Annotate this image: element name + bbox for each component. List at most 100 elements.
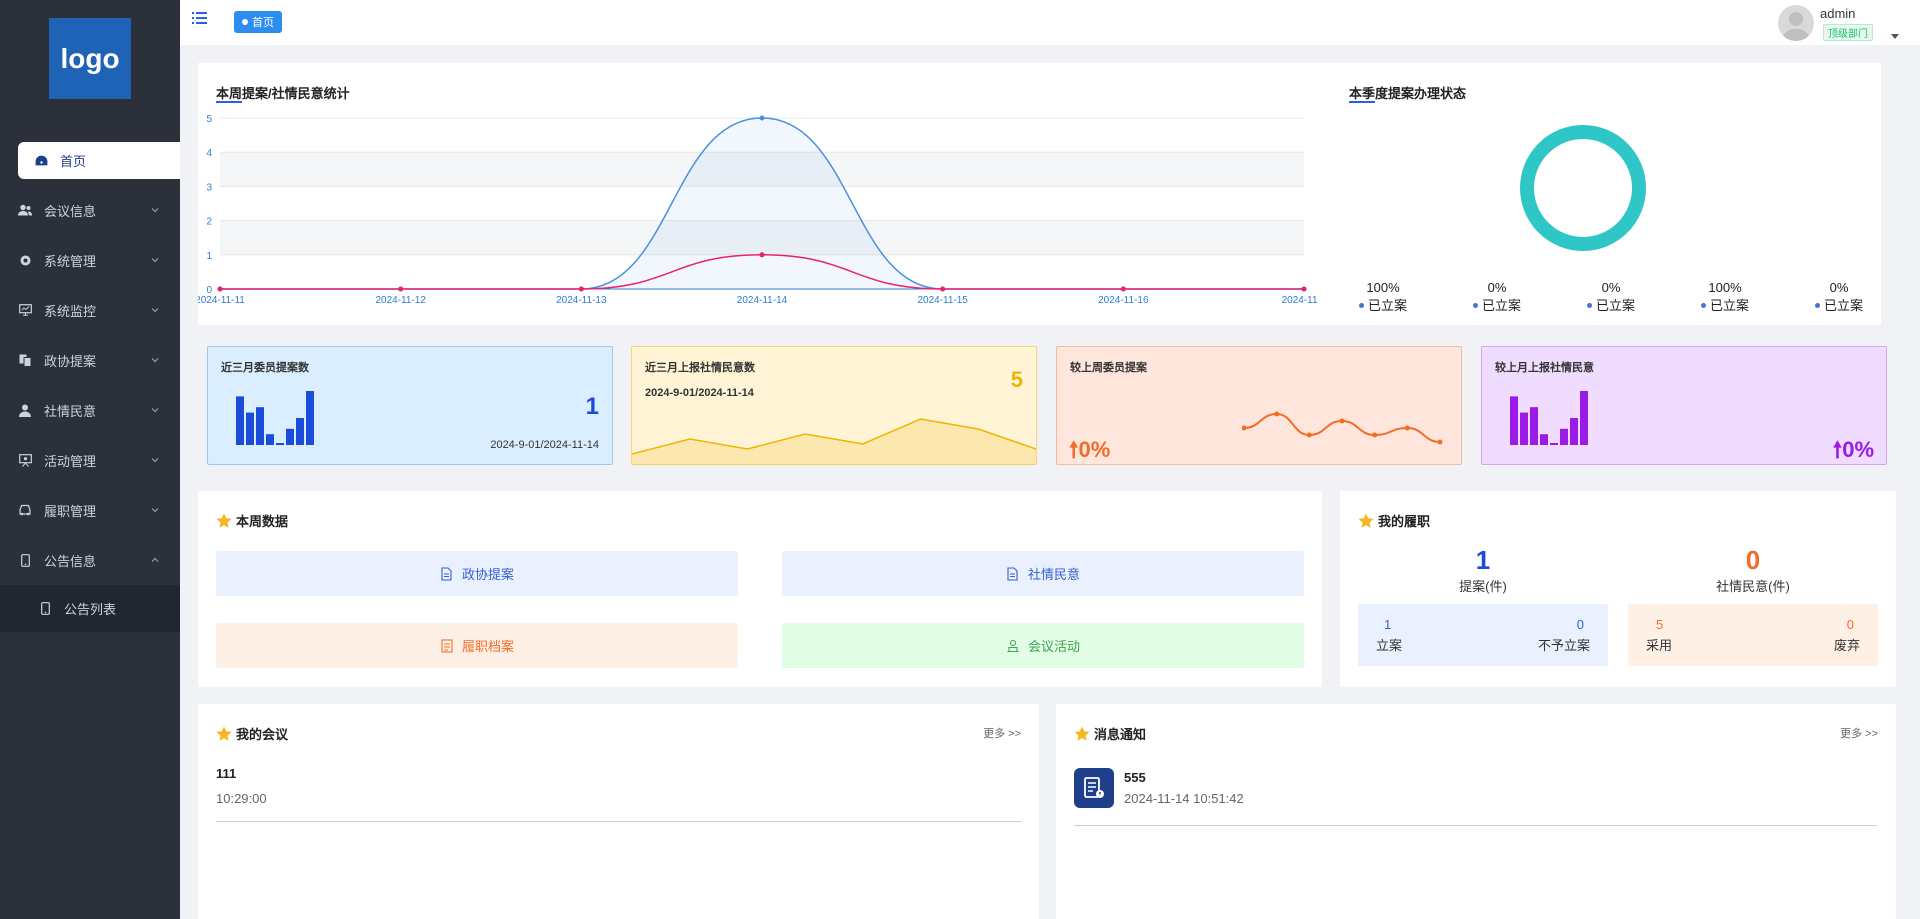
legend-label: 已立案: [1348, 295, 1418, 314]
caret-down-icon[interactable]: [1891, 34, 1899, 40]
quick-link-cppcc-proposals[interactable]: 政协提案: [216, 551, 738, 596]
duty-opinions: 0 社情民意(件): [1628, 545, 1878, 595]
mini-bar: [266, 434, 274, 445]
notice-name: 555: [1124, 770, 1146, 785]
mini-wave-line: [1243, 412, 1441, 443]
legend-dot-icon: [1586, 303, 1592, 308]
opinions-discarded-label: 废弃: [1833, 638, 1860, 653]
mini-area-chart: [632, 418, 1036, 465]
my-meetings-title-text: 我的会议: [236, 727, 289, 742]
sidebar-item-activity-management[interactable]: 活动管理: [0, 435, 180, 485]
stat-card-opinions-3m[interactable]: 近三月上报社情民意数 2024-9-01/2024-11-14 5: [631, 346, 1037, 465]
copy-icon: [18, 353, 32, 367]
y-tick-label: 1: [206, 251, 212, 262]
notices-more-link[interactable]: 更多 >>: [1840, 728, 1878, 740]
mini-area-fill: [632, 419, 1036, 465]
user-name[interactable]: admin: [1820, 6, 1856, 21]
arrow-up-icon: 🠕: [1832, 437, 1843, 462]
archive-icon: [441, 638, 453, 653]
proposals-rejected-value: 0: [1576, 617, 1584, 632]
sidebar-item-duty-management[interactable]: 履职管理: [0, 485, 180, 535]
stat-date-range: 2024-9-01/2024-11-14: [490, 439, 599, 451]
tab-home[interactable]: 首页: [234, 11, 282, 33]
mini-wave-point: [1372, 432, 1378, 438]
legend-percent: 100%: [1708, 280, 1742, 295]
legend-item[interactable]: 0% 已立案: [1462, 280, 1532, 314]
legend-percent: 100%: [1366, 280, 1400, 295]
sidebar-item-label: 系统监控: [44, 303, 97, 319]
sidebar-item-label: 系统管理: [44, 253, 97, 269]
grid-band: [220, 220, 1304, 255]
sidebar-item-label: 政协提案: [44, 353, 97, 369]
star-icon: [216, 513, 232, 528]
sidebar-item-announcements[interactable]: 公告信息: [0, 535, 180, 585]
sidebar-item-label: 公告信息: [44, 553, 97, 569]
series-area: [220, 118, 1304, 289]
avatar[interactable]: [1778, 5, 1814, 41]
stat-card-opinions-month[interactable]: 较上月上报社情民意 🠕0%: [1481, 346, 1887, 465]
meeting-icon: [1007, 639, 1019, 652]
mini-wave-point: [1339, 418, 1345, 424]
mini-bar: [256, 407, 264, 445]
list-item[interactable]: 111 10:29:00: [216, 766, 1021, 822]
stat-card-proposals-3m[interactable]: 近三月委员提案数 1 2024-9-01/2024-11-14: [207, 346, 613, 465]
x-tick-label: 2024-11-15: [917, 295, 968, 306]
data-point: [759, 115, 765, 121]
mini-bar: [1570, 418, 1578, 445]
stat-change: 🠕0%: [1069, 433, 1110, 471]
legend-item[interactable]: 100% 已立案: [1348, 280, 1418, 314]
weekly-area-chart: 0 1 2 3 4 5 2024-11-11 2024-11-12 2024-11-13 2024…: [198, 114, 1318, 306]
sidebar-item-system-management[interactable]: 系统管理: [0, 235, 180, 285]
mobile-icon: [38, 602, 52, 616]
quick-link-public-opinion[interactable]: 社情民意: [782, 551, 1304, 596]
grid-band: [220, 152, 1304, 187]
duty-proposals-label: 提案(件): [1459, 579, 1507, 594]
stat-card-proposals-week[interactable]: 较上周委员提案 🠕0%: [1056, 346, 1462, 465]
legend-percent: 0%: [1601, 280, 1621, 295]
mini-bar: [1520, 412, 1528, 445]
notices-card: 消息通知 更多 >> 555 2024-11-14 10:51:42: [1056, 704, 1896, 919]
menu-toggle-icon[interactable]: [192, 11, 208, 25]
sidebar-item-label: 社情民意: [44, 403, 97, 419]
quick-link-duty-archive[interactable]: 履职档案: [216, 623, 738, 668]
sidebar-item-system-monitor[interactable]: 系统监控: [0, 285, 180, 335]
title-underline: [1349, 101, 1375, 103]
sidebar-item-meeting-info[interactable]: 会议信息: [0, 185, 180, 235]
stat-date-range: 2024-9-01/2024-11-14: [645, 387, 754, 399]
meeting-name: 111: [216, 766, 237, 781]
quick-link-meeting-activity[interactable]: 会议活动: [782, 623, 1304, 668]
legend-label-text: 已立案: [1367, 298, 1407, 313]
y-tick-label: 0: [206, 285, 212, 296]
chevron-down-icon: [151, 308, 159, 313]
list-item[interactable]: 555 2024-11-14 10:51:42: [1074, 768, 1877, 826]
meetings-more-link[interactable]: 更多 >>: [983, 728, 1021, 740]
legend-dot-icon: [1814, 303, 1820, 308]
sidebar-item-public-opinion[interactable]: 社情民意: [0, 385, 180, 435]
legend-item[interactable]: 100% 已立案: [1690, 280, 1760, 314]
mini-area-line: [632, 418, 1036, 455]
legend-label: 已立案: [1804, 295, 1874, 314]
sidebar-item-home[interactable]: 首页: [18, 142, 180, 179]
overview-card: 本周提案/社情民意统计 0 1 2 3 4 5 2024-11-11 2024-11-12 20…: [198, 63, 1881, 325]
mini-bar: [1560, 428, 1568, 445]
legend-item[interactable]: 0% 已立案: [1804, 280, 1874, 314]
legend-label-text: 已立案: [1823, 298, 1863, 313]
sidebar-item-cppcc-proposals[interactable]: 政协提案: [0, 335, 180, 385]
legend-dot-icon: [1472, 303, 1478, 308]
quick-link-label: 社情民意: [1027, 567, 1080, 582]
my-meetings-card: 我的会议 更多 >> 111 10:29:00: [198, 704, 1039, 919]
chevron-up-icon: [151, 557, 159, 562]
presentation-icon: [18, 453, 32, 467]
sidebar-item-announcement-list[interactable]: 公告列表: [0, 585, 180, 632]
my-meetings-title: 我的会议: [216, 724, 288, 743]
x-tick-label: 2024-11-1: [1282, 295, 1318, 306]
data-point: [1301, 286, 1307, 292]
opinions-adopted-value: 5: [1656, 617, 1664, 632]
legend-item[interactable]: 0% 已立案: [1576, 280, 1646, 314]
x-tick-label: 2024-11-13: [556, 295, 607, 306]
weekly-data-card: 本周数据 政协提案 社情民意 履职档案 会议活动: [198, 491, 1322, 687]
duty-proposals: 1 提案(件): [1358, 545, 1608, 595]
tab-home-label: 首页: [252, 17, 274, 29]
stat-value: 0%: [1078, 437, 1111, 462]
notices-title-text: 消息通知: [1094, 727, 1147, 742]
